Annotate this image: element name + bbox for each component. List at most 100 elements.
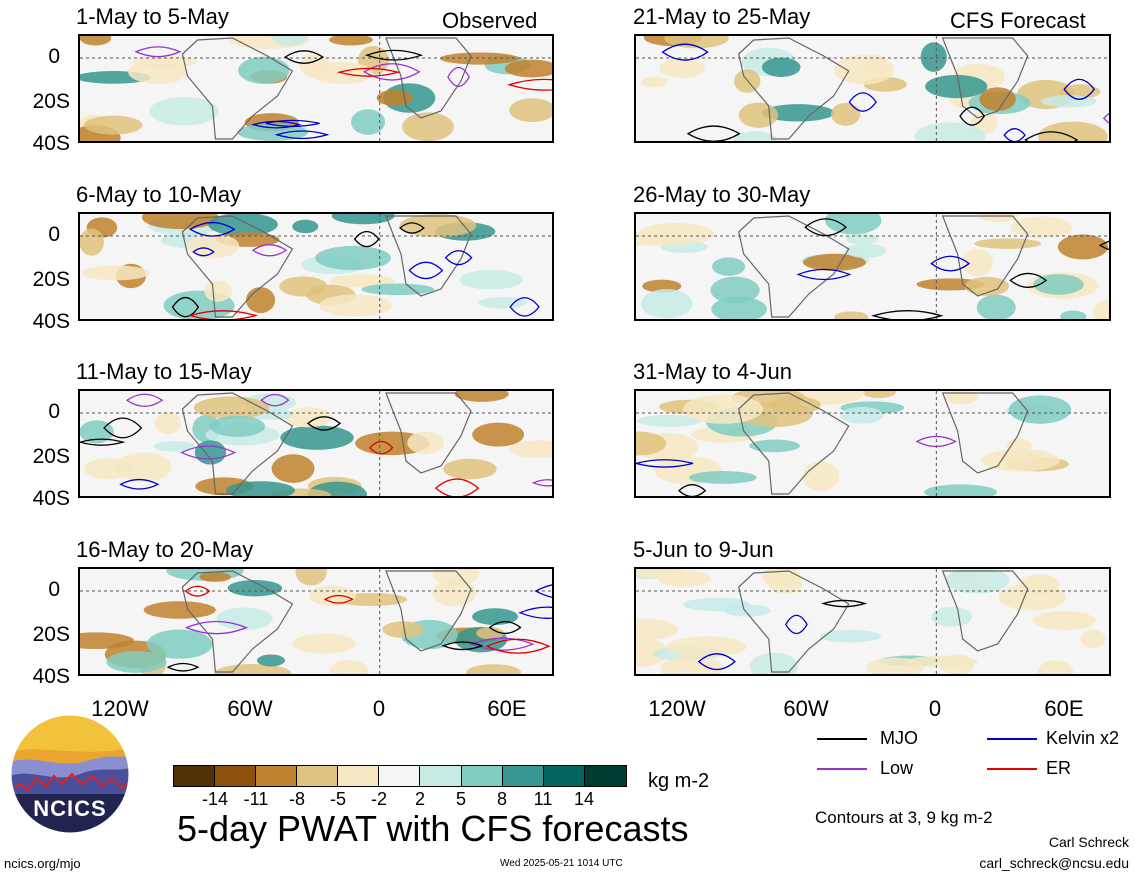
pwat-anomaly: [664, 36, 729, 49]
pwat-anomaly: [761, 104, 835, 122]
low-contour: [134, 46, 182, 58]
pwat-anomaly: [636, 431, 667, 456]
pwat-anomaly: [472, 422, 525, 447]
colorbar-swatch: [379, 766, 421, 786]
pwat-anomaly: [440, 52, 519, 65]
footer-url: ncics.org/mjo: [4, 856, 81, 871]
kelvin-contour: [509, 297, 540, 317]
colorbar-label: 8: [496, 789, 507, 809]
legend-er-line: [987, 768, 1037, 770]
pwat-anomaly: [114, 452, 172, 482]
pwat-anomaly: [1033, 611, 1096, 630]
y-tick: 20S: [32, 623, 70, 646]
low-contour: [1102, 112, 1109, 124]
map-canvas: [636, 569, 1109, 674]
x-tick: 0: [928, 696, 942, 721]
main-title: 5-day PWAT with CFS forecasts: [177, 808, 689, 849]
pwat-anomaly: [1057, 234, 1109, 260]
mjo-contour: [166, 662, 200, 672]
pwat-anomaly: [924, 484, 998, 496]
colorbar-swatch: [256, 766, 298, 786]
pwat-anomaly: [711, 257, 746, 276]
pwat-anomaly: [640, 76, 668, 88]
pwat-anomaly: [1008, 395, 1072, 424]
low-contour: [251, 244, 288, 257]
pwat-anomaly: [638, 222, 714, 245]
pwat-anomaly: [689, 471, 757, 484]
pwat-anomaly: [1080, 629, 1106, 648]
pwat-anomaly: [508, 440, 552, 459]
panel-title: 11-May to 15-May: [76, 359, 252, 384]
legend-low-label: Low: [880, 758, 914, 778]
mjo-contour: [364, 49, 424, 61]
south-america-outline: [181, 37, 294, 140]
x-tick: 60W: [227, 696, 273, 721]
panel-title: 21-May to 25-May: [633, 4, 811, 29]
y-tick: 0: [48, 223, 60, 246]
panel-tag: Observed: [442, 8, 538, 33]
er-contour: [369, 440, 394, 455]
legend-er-label: ER: [1046, 758, 1072, 778]
kelvin-contour: [518, 606, 552, 619]
kelvin-contour: [119, 478, 160, 490]
pwat-anomaly: [920, 42, 947, 72]
pwat-anomaly: [862, 391, 896, 399]
pwat-anomaly: [194, 440, 227, 465]
pwat-anomaly: [803, 253, 866, 271]
map-panel: [78, 212, 554, 321]
colorbar: [173, 765, 627, 787]
map-panel: [634, 212, 1111, 321]
africa-outline: [385, 37, 472, 119]
mjo-contour: [488, 620, 522, 635]
er-contour: [187, 310, 259, 319]
mjo-contour: [171, 296, 200, 318]
pwat-anomaly: [478, 297, 528, 309]
pwat-anomaly: [666, 636, 747, 657]
pwat-anomaly: [466, 664, 522, 674]
colorbar-swatch: [338, 766, 380, 786]
pwat-anomaly: [905, 655, 978, 668]
logo-graphic: [10, 714, 130, 834]
low-contour: [469, 637, 535, 651]
colorbar-swatch: [543, 766, 585, 786]
africa-outline: [385, 215, 472, 297]
pwat-anomaly: [1041, 95, 1097, 108]
pwat-anomaly: [944, 391, 979, 405]
colorbar-swatch: [174, 766, 216, 786]
pwat-anomaly: [153, 441, 196, 452]
mjo-contour: [1024, 131, 1079, 141]
kelvin-contour: [274, 130, 330, 140]
pwat-anomaly: [977, 214, 1020, 222]
y-tick: 20S: [32, 90, 70, 113]
kelvin-contour: [848, 92, 878, 112]
pwat-anomaly: [637, 414, 702, 427]
pwat-anomaly: [454, 391, 509, 402]
pwat-anomaly: [292, 633, 357, 654]
pwat-anomaly: [1033, 274, 1084, 295]
south-america-outline: [738, 392, 850, 495]
y-tick: 20S: [32, 268, 70, 291]
low-contour: [531, 479, 552, 487]
kelvin-contour: [1003, 128, 1026, 141]
africa-outline: [385, 570, 472, 652]
pwat-anomaly: [237, 123, 309, 141]
kelvin-contour: [661, 43, 709, 61]
pwat-anomaly: [979, 87, 1016, 111]
map-panel: [78, 567, 554, 676]
pwat-anomaly: [329, 274, 395, 288]
pwat-anomaly: [1060, 310, 1087, 319]
pwat-anomaly: [331, 214, 395, 225]
pwat-anomaly: [376, 89, 413, 106]
mjo-contour: [1009, 272, 1048, 288]
pwat-anomaly: [659, 57, 706, 78]
pwat-anomaly: [1010, 216, 1072, 239]
er-contour: [184, 585, 211, 597]
pwat-anomaly: [443, 458, 497, 480]
pwat-anomaly: [146, 629, 213, 659]
mjo-contour: [306, 416, 342, 431]
africa-outline: [941, 215, 1029, 297]
contours-note: Contours at 3, 9 kg m-2: [815, 808, 993, 827]
mjo-contour: [686, 125, 741, 141]
colorbar-swatch: [420, 766, 462, 786]
pwat-anomaly: [710, 276, 760, 304]
